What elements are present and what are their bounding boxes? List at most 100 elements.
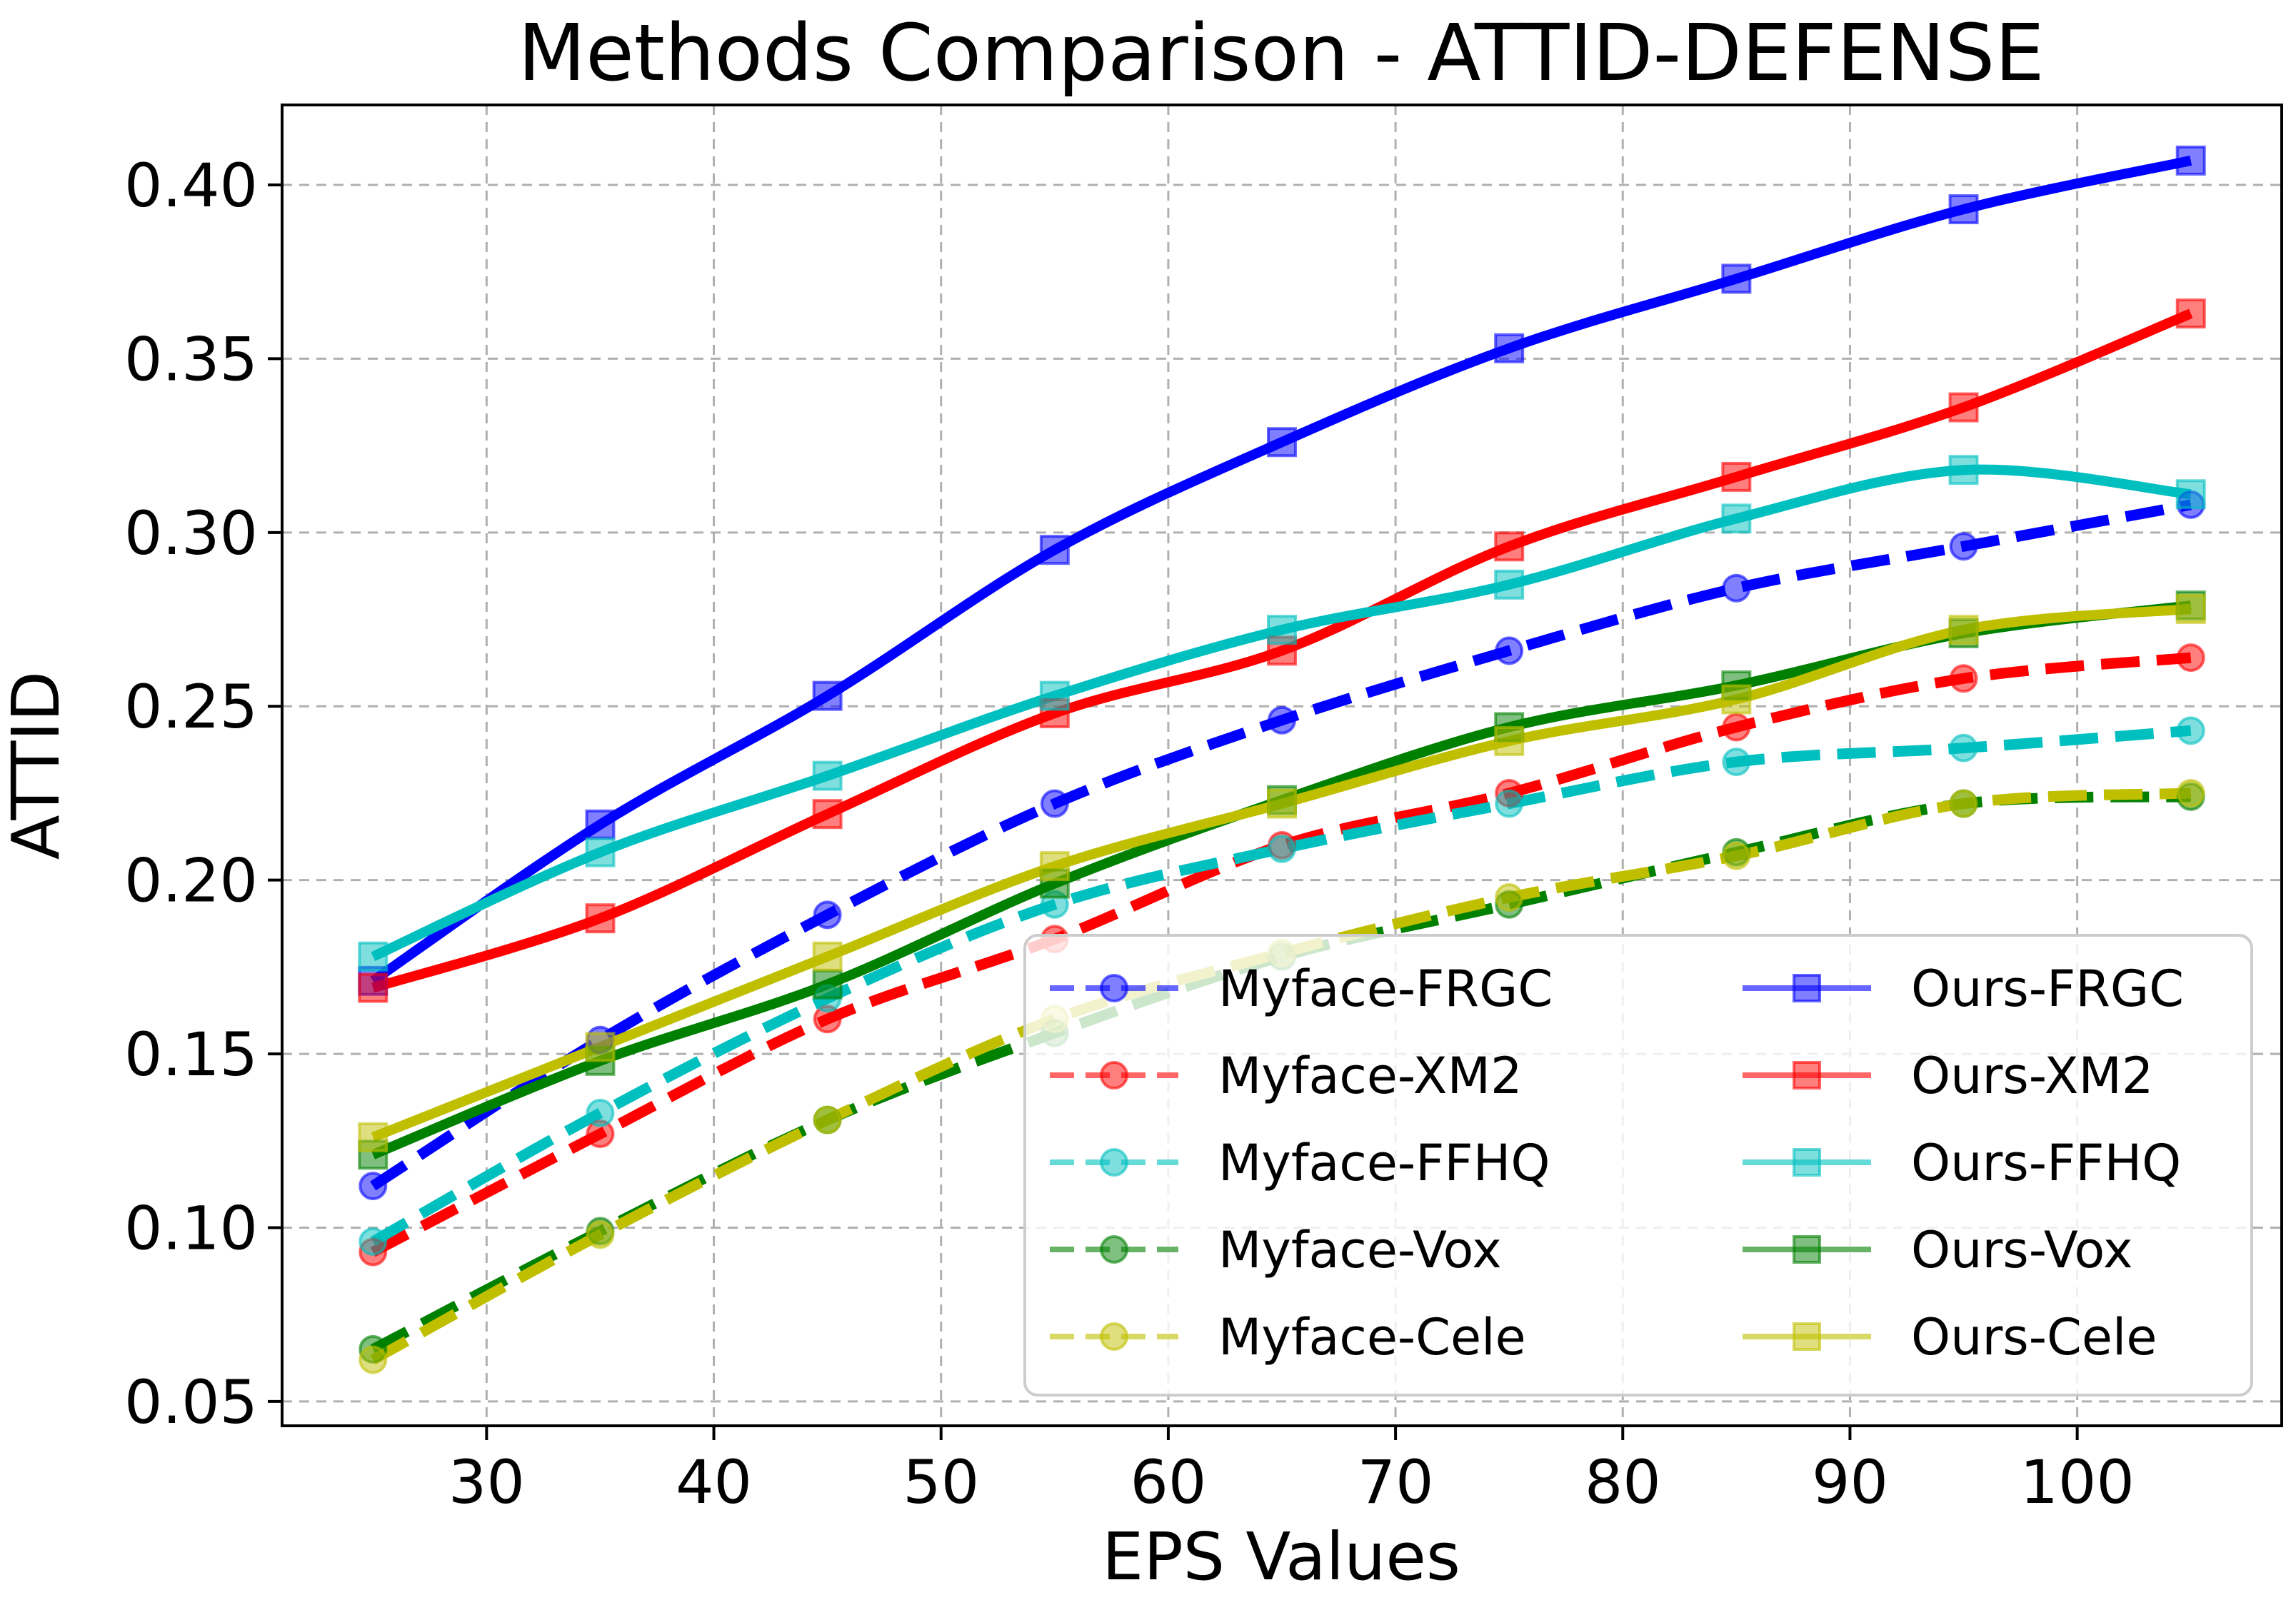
- data-point-myface-cele: [1722, 841, 1751, 870]
- data-point-ours-cele: [1267, 788, 1297, 819]
- data-point-ours-xm2: [585, 903, 616, 934]
- legend-swatch-marker: [1793, 1061, 1821, 1090]
- data-point-ours-cele: [1494, 725, 1525, 756]
- legend: Myface-FRGC Myface-XM2 Myface-FFHQ Myface-V…: [1023, 934, 2253, 1397]
- data-point-ours-cele: [812, 941, 843, 972]
- data-point-ours-xm2: [1948, 392, 1979, 423]
- x-tick-label: 70: [1358, 1447, 1434, 1517]
- data-point-myface-ffhq: [2176, 716, 2205, 745]
- legend-entry-myface-ffhq: Myface-FFHQ: [1050, 1134, 1550, 1192]
- data-point-ours-cele: [1948, 615, 1979, 645]
- data-point-ours-frgc: [1494, 333, 1525, 363]
- data-point-ours-ffhq: [1948, 455, 1979, 485]
- legend-swatch-marker: [1100, 1235, 1128, 1264]
- data-point-myface-cele: [359, 1345, 388, 1374]
- data-point-ours-ffhq: [358, 941, 388, 972]
- y-tick-label: 0.35: [124, 324, 258, 394]
- data-point-myface-frgc: [1040, 789, 1069, 818]
- x-tick-label: 50: [903, 1447, 979, 1517]
- data-point-myface-xm2: [1722, 713, 1751, 742]
- data-point-ours-xm2: [1721, 461, 1752, 492]
- data-point-ours-ffhq: [1267, 615, 1297, 645]
- data-point-myface-ffhq: [359, 1227, 388, 1256]
- x-tick-label: 30: [448, 1447, 525, 1517]
- data-point-myface-cele: [1949, 789, 1978, 818]
- plot-frame: [281, 104, 2283, 1427]
- legend-label: Ours-FFHQ: [1911, 1134, 2181, 1192]
- y-axis-label: ATTID: [0, 671, 74, 860]
- data-point-ours-xm2: [2175, 298, 2206, 329]
- data-point-myface-cele: [813, 1105, 842, 1134]
- data-point-myface-frgc: [1495, 636, 1524, 665]
- legend-label: Myface-FFHQ: [1218, 1134, 1550, 1192]
- legend-entry-ours-cele: Ours-Cele: [1743, 1308, 2157, 1367]
- chart-title: Methods Comparison - ATTID-DEFENSE: [518, 7, 2045, 99]
- data-point-myface-ffhq: [1268, 834, 1296, 863]
- data-point-myface-ffhq: [1722, 748, 1751, 777]
- legend-label: Ours-Vox: [1911, 1221, 2132, 1279]
- data-point-ours-frgc: [1948, 194, 1979, 225]
- y-tick-label: 0.25: [124, 672, 258, 742]
- legend-entry-ours-ffhq: Ours-FFHQ: [1743, 1134, 2181, 1192]
- data-point-myface-cele: [1495, 883, 1524, 912]
- legend-label: Myface-FRGC: [1218, 960, 1553, 1018]
- y-tick-label: 0.10: [124, 1194, 258, 1264]
- legend-label: Myface-Vox: [1218, 1221, 1502, 1279]
- legend-entry-myface-frgc: Myface-FRGC: [1050, 960, 1553, 1018]
- x-tick-label: 100: [2020, 1447, 2134, 1517]
- data-point-ours-cele: [1721, 684, 1752, 715]
- legend-entry-ours-xm2: Ours-XM2: [1743, 1047, 2153, 1105]
- legend-label: Myface-XM2: [1218, 1047, 1523, 1105]
- legend-entry-myface-cele: Myface-Cele: [1050, 1308, 1526, 1367]
- x-tick-label: 40: [676, 1447, 752, 1517]
- y-tick-label: 0.40: [124, 151, 258, 221]
- data-point-myface-ffhq: [586, 1098, 615, 1127]
- data-point-ours-cele: [585, 1032, 616, 1062]
- y-tick-label: 0.05: [124, 1367, 258, 1437]
- legend-label: Ours-FRGC: [1911, 960, 2184, 1018]
- data-point-ours-cele: [1039, 851, 1070, 882]
- data-point-ours-vox: [812, 969, 843, 1000]
- data-point-myface-cele: [2176, 778, 2205, 808]
- data-point-ours-xm2: [358, 972, 388, 1003]
- x-tick-label: 90: [1812, 1447, 1888, 1517]
- data-point-ours-frgc: [812, 680, 843, 711]
- legend-swatch-marker: [1100, 974, 1128, 1002]
- data-point-ours-ffhq: [1039, 680, 1070, 711]
- legend-swatch-marker: [1100, 1322, 1128, 1351]
- data-point-ours-frgc: [1039, 535, 1070, 565]
- data-point-ours-cele: [2175, 593, 2206, 624]
- data-point-myface-frgc: [1949, 532, 1978, 561]
- legend-swatch-marker: [1793, 1235, 1821, 1264]
- data-point-myface-cele: [586, 1220, 615, 1249]
- legend-label: Ours-Cele: [1911, 1308, 2157, 1367]
- legend-items: Myface-FRGC Myface-XM2 Myface-FFHQ Myface-V…: [1050, 960, 2184, 1367]
- data-point-ours-frgc: [585, 809, 616, 840]
- data-point-ours-frgc: [1721, 263, 1752, 294]
- data-point-myface-xm2: [1949, 664, 1978, 693]
- x-tick-label: 80: [1585, 1447, 1661, 1517]
- data-point-ours-frgc: [1267, 427, 1297, 458]
- y-tick-label: 0.20: [124, 846, 258, 916]
- tick-layer: 30 40 50 60 70 80 90 100 0.05 0.10 0.15 0.20 0.25 0.3…: [124, 151, 2135, 1517]
- data-point-myface-frgc: [1722, 573, 1751, 603]
- data-point-ours-frgc: [2175, 145, 2206, 176]
- legend-swatch-marker: [1100, 1148, 1128, 1177]
- data-point-myface-frgc: [1268, 705, 1296, 735]
- data-point-ours-ffhq: [585, 837, 616, 867]
- data-point-myface-xm2: [2176, 643, 2205, 673]
- legend-label: Ours-XM2: [1911, 1047, 2153, 1105]
- legend-entry-ours-frgc: Ours-FRGC: [1743, 960, 2184, 1018]
- data-point-myface-ffhq: [1949, 733, 1978, 763]
- legend-entry-myface-vox: Myface-Vox: [1050, 1221, 1502, 1279]
- x-axis-label: EPS Values: [1102, 1519, 1460, 1595]
- y-tick-label: 0.15: [124, 1020, 258, 1090]
- series-line-myface-xm2: [370, 652, 2192, 1257]
- legend-label: Myface-Cele: [1218, 1308, 1526, 1367]
- x-tick-label: 60: [1130, 1447, 1206, 1517]
- data-point-ours-ffhq: [2175, 479, 2206, 510]
- legend-swatch-marker: [1100, 1061, 1128, 1090]
- data-point-ours-ffhq: [1494, 569, 1525, 600]
- data-point-ours-xm2: [1494, 531, 1525, 562]
- data-point-ours-xm2: [812, 799, 843, 830]
